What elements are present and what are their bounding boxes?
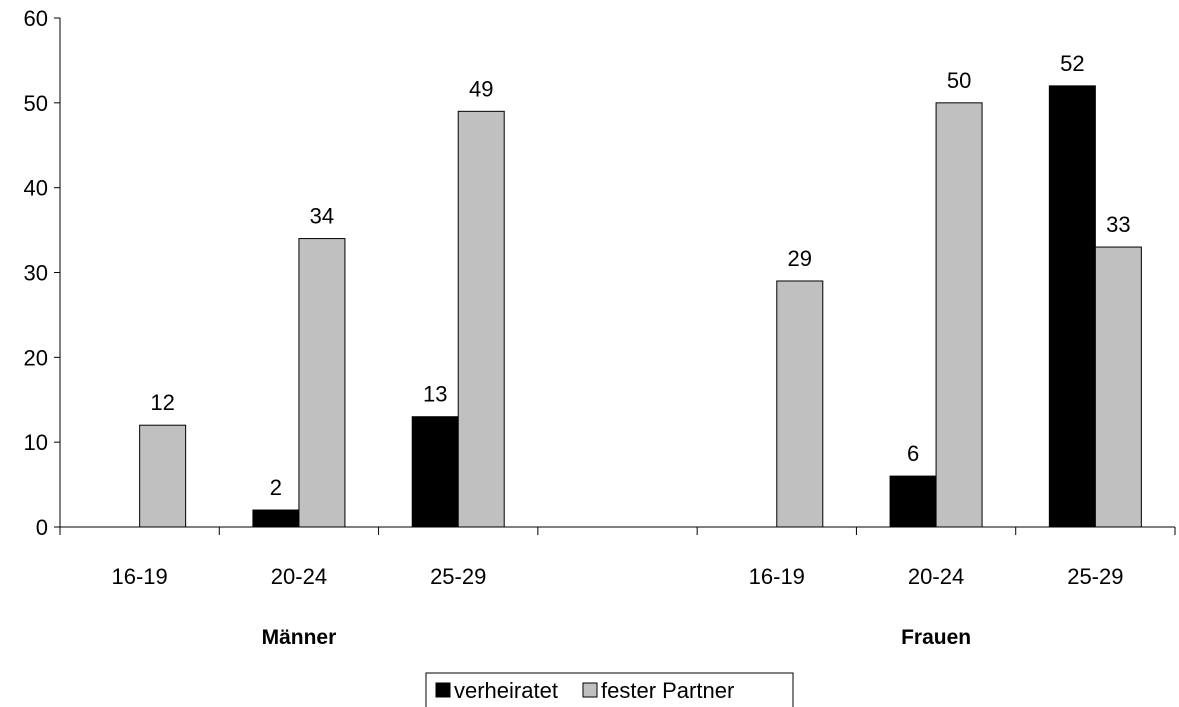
group-label: Männer: [262, 626, 337, 649]
bar: [1094, 246, 1142, 528]
group-label: Frauen: [901, 626, 971, 649]
legend-swatch-fester-partner: [582, 682, 598, 698]
data-label: 29: [788, 246, 812, 271]
data-label: 34: [310, 204, 334, 229]
bar: [252, 509, 300, 528]
x-category-label: 16-19: [749, 564, 805, 589]
legend-label-fester-partner: fester Partner: [601, 678, 734, 703]
x-category-label: 20-24: [908, 564, 964, 589]
x-category-label: 20-24: [271, 564, 327, 589]
bar: [457, 110, 505, 528]
y-tick-label: 0: [36, 515, 48, 540]
bar: [935, 102, 983, 528]
data-label: 2: [270, 475, 282, 500]
legend-label-verheiratet: verheiratet: [454, 678, 558, 703]
data-label: 13: [423, 382, 447, 407]
y-axis: 0 10 20 30 40 50 60: [24, 6, 61, 540]
y-tick-label: 20: [24, 345, 48, 370]
data-label: 33: [1106, 212, 1130, 237]
bar: [1048, 85, 1096, 528]
y-tick-label: 30: [24, 261, 48, 286]
legend: verheiratet fester Partner: [425, 672, 794, 707]
y-tick-label: 40: [24, 176, 48, 201]
bar: [411, 416, 459, 528]
x-category-label: 25-29: [430, 564, 486, 589]
bar: [889, 475, 937, 528]
x-category-label: 25-29: [1067, 564, 1123, 589]
bars-layer: [139, 85, 1142, 528]
x-category-label: 16-19: [112, 564, 168, 589]
bar: [776, 280, 824, 528]
data-label: 49: [469, 76, 493, 101]
value-labels-layer: 12 2 34 13 49 29 6 50 52 33: [150, 51, 1130, 500]
data-label: 52: [1060, 51, 1084, 76]
data-label: 6: [907, 441, 919, 466]
data-label: 50: [947, 68, 971, 93]
bar: [298, 238, 346, 528]
x-axis: 16-19 20-24 25-29 16-19 20-24 25-29 Männer Frau…: [59, 526, 1176, 649]
bar: [139, 424, 187, 528]
legend-frame: [425, 672, 794, 707]
y-tick-label: 10: [24, 430, 48, 455]
y-tick-label: 50: [24, 91, 48, 116]
legend-swatch-verheiratet: [435, 682, 451, 698]
y-tick-label: 60: [24, 6, 48, 31]
data-label: 12: [150, 390, 174, 415]
